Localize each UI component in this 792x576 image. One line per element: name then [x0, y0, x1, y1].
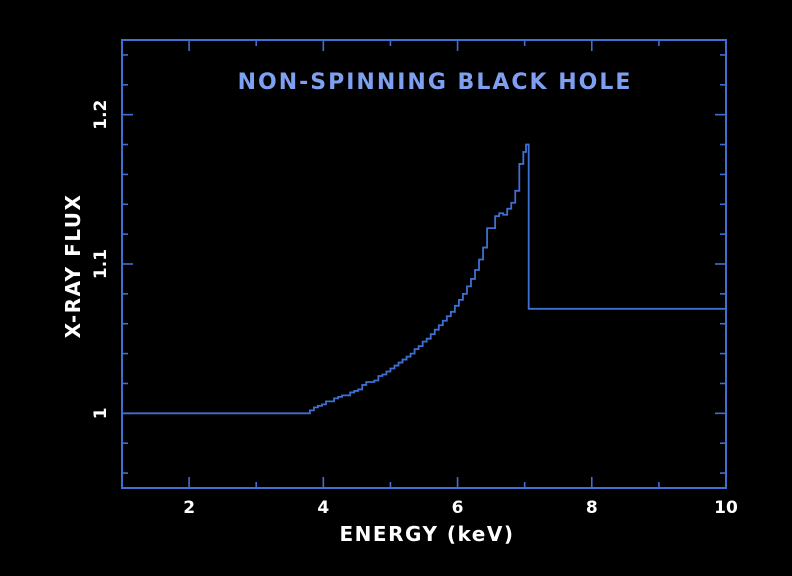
chart-title: NON-SPINNING BLACK HOLE [238, 70, 633, 95]
y-tick-label: 1.2 [91, 100, 111, 130]
series-line [122, 143, 727, 415]
tick-labels: 2 4 6 8 10 1 1.1 1.2 [91, 100, 738, 518]
x-tick-label: 6 [452, 498, 464, 518]
x-tick-label: 4 [317, 498, 329, 518]
x-tick-label: 2 [183, 498, 195, 518]
x-axis-title: ENERGY (keV) [340, 522, 515, 546]
y-tick-label: 1.1 [91, 249, 111, 279]
plot-frame [121, 39, 727, 489]
y-axis-title: X-RAY FLUX [61, 194, 85, 339]
x-tick-label: 8 [586, 498, 598, 518]
x-tick-label: 10 [714, 498, 738, 518]
y-tick-label: 1 [91, 407, 111, 419]
